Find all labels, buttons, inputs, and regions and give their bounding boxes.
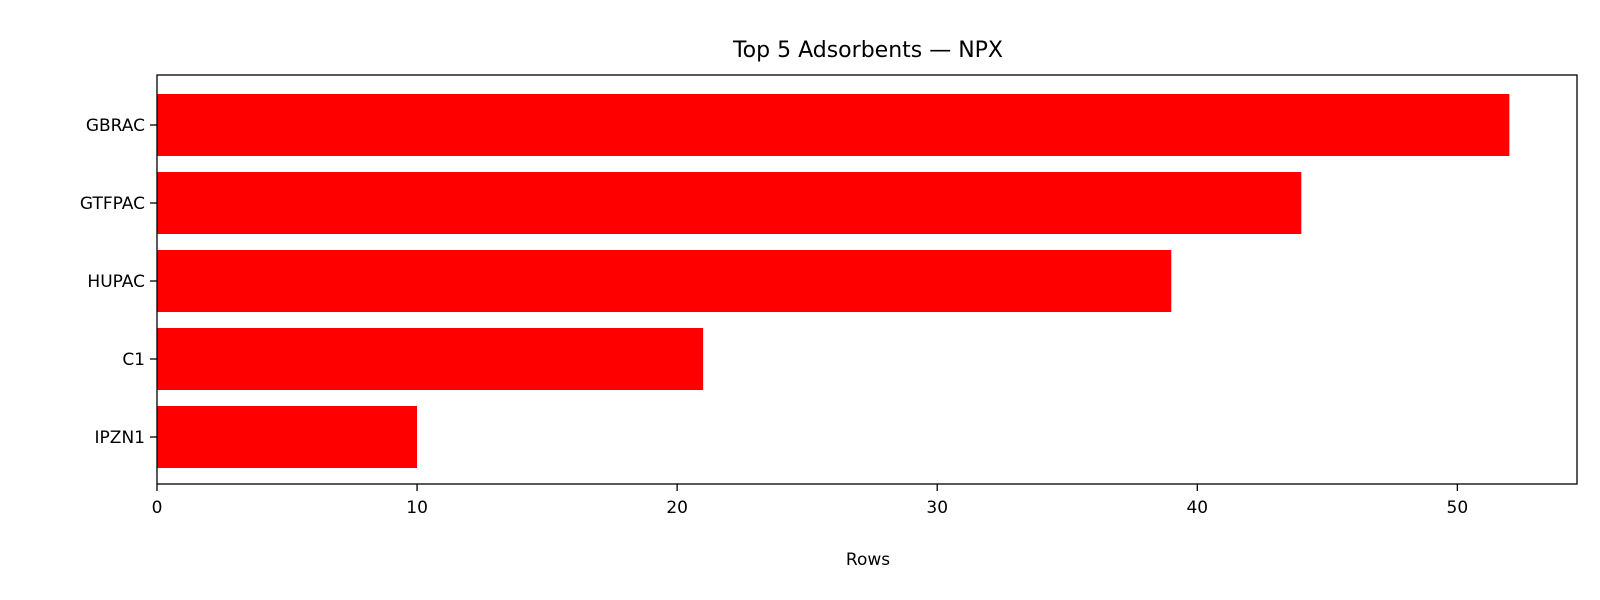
y-tick-label: IPZN1 — [95, 428, 145, 448]
y-tick-label: HUPAC — [87, 272, 145, 292]
x-tick-label: 50 — [1447, 498, 1469, 518]
bar-c1 — [157, 328, 704, 390]
x-tick-label: 10 — [406, 498, 428, 518]
bars-group — [157, 94, 1510, 468]
x-tick-label: 20 — [666, 498, 688, 518]
x-tick-label: 30 — [926, 498, 948, 518]
y-tick-label: C1 — [122, 350, 145, 370]
x-tick-label: 0 — [152, 498, 163, 518]
x-axis-label: Rows — [846, 550, 890, 570]
y-tick-label: GTFPAC — [80, 194, 145, 214]
bar-ipzn1 — [157, 406, 418, 468]
x-tick-label: 40 — [1186, 498, 1208, 518]
plot-frame — [156, 74, 1578, 485]
bar-gbrac — [157, 94, 1510, 156]
chart-title: Top 5 Adsorbents — NPX — [732, 38, 1003, 63]
y-axis: GBRAC GTFPAC HUPAC C1 IPZN1 — [80, 116, 157, 448]
y-tick-label: GBRAC — [86, 116, 145, 136]
bar-hupac — [157, 250, 1172, 312]
x-axis: 0 10 20 30 40 50 — [152, 484, 1469, 518]
bar-gtfpac — [157, 172, 1302, 234]
